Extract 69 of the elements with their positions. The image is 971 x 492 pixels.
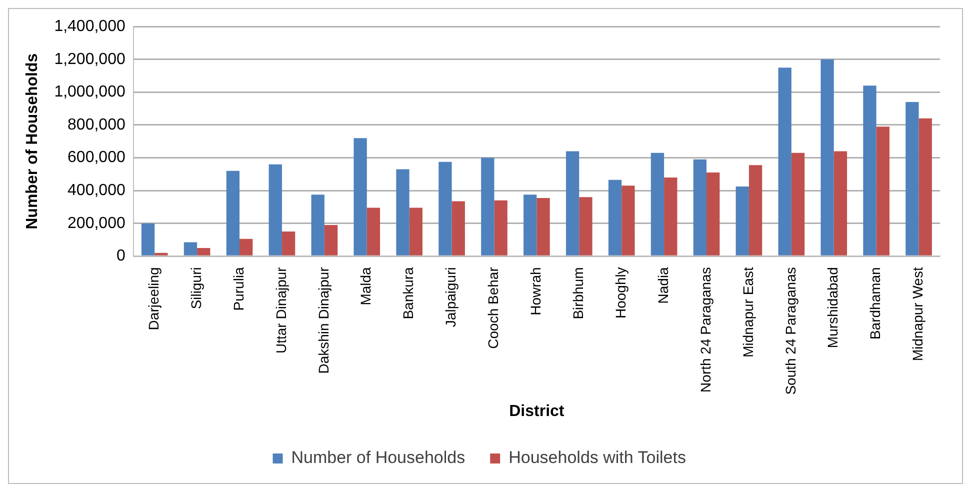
- bar: [536, 198, 550, 256]
- x-tick-label: Jalpaiguri: [442, 267, 459, 328]
- x-tick-label: Uttar Dinajpur: [272, 266, 289, 354]
- x-tick-label: Cooch Behar: [485, 266, 502, 349]
- x-tick-label: Midnapur West: [910, 267, 926, 362]
- bar: [791, 152, 805, 256]
- y-tick-label: 400,000: [68, 182, 126, 199]
- x-tick-label: Midnapur East: [740, 267, 756, 358]
- bar: [282, 232, 296, 256]
- bar: [311, 194, 324, 256]
- legend-label: Number of Households: [291, 448, 466, 468]
- bar: [876, 126, 890, 256]
- bar: [494, 200, 508, 256]
- bar: [736, 186, 749, 256]
- y-tick-label: 600,000: [68, 149, 126, 166]
- x-tick-label: Hooghly: [612, 267, 628, 319]
- x-tick-label: Siliguri: [188, 267, 204, 310]
- bar: [366, 208, 380, 256]
- x-tick-label: Malda: [358, 266, 374, 306]
- x-tick-label: Dakshin Dinajpur: [315, 266, 332, 374]
- bar: [226, 170, 240, 256]
- bar: [141, 223, 155, 256]
- x-tick-label: Bankura: [400, 266, 416, 320]
- x-tick-label: South 24 Paraganas: [782, 267, 798, 395]
- y-tick-label: 1,400,000: [54, 18, 126, 36]
- bar: [778, 68, 792, 256]
- bar: [268, 164, 282, 256]
- bar: [918, 118, 932, 256]
- bar: [184, 242, 198, 256]
- bar: [324, 224, 338, 256]
- bar: [579, 197, 592, 256]
- x-tick-label: Birbhum: [570, 267, 586, 320]
- bar: [409, 208, 422, 256]
- bar: [622, 186, 635, 256]
- bar: [240, 238, 253, 256]
- bar: [650, 152, 664, 256]
- bar: [664, 177, 678, 256]
- y-tick-label: 1,200,000: [54, 50, 126, 68]
- y-tick-label: 200,000: [68, 214, 126, 232]
- bar: [452, 201, 465, 256]
- x-tick-label: Howrah: [528, 267, 544, 316]
- bar: [396, 169, 410, 256]
- y-tick-label: 0: [116, 248, 126, 265]
- x-tick-label: Nadia: [654, 266, 671, 304]
- bar: [524, 194, 537, 256]
- x-tick-label: Bardhaman: [867, 267, 884, 340]
- x-tick-label: Darjeeling: [145, 267, 162, 330]
- bar: [154, 252, 168, 256]
- x-axis-title: District: [509, 402, 565, 420]
- bar: [481, 158, 494, 256]
- bar: [608, 180, 622, 256]
- bar: [834, 151, 848, 256]
- x-tick-label: North 24 Paraganas: [697, 267, 714, 392]
- y-tick-label: 800,000: [68, 116, 126, 134]
- bar: [706, 172, 720, 256]
- y-axis-title: Number of Households: [24, 53, 42, 230]
- x-tick-label: Murshidabad: [824, 267, 841, 348]
- bar: [197, 248, 210, 256]
- bar: [820, 59, 834, 256]
- bar: [438, 162, 452, 256]
- bar: [566, 151, 580, 256]
- bar: [693, 159, 707, 256]
- bar: [863, 86, 876, 256]
- bar: [906, 102, 919, 256]
- x-tick-label: Purulia: [230, 266, 246, 311]
- legend-label: Households with Toilets: [508, 448, 686, 468]
- y-tick-label: 1,000,000: [54, 84, 126, 101]
- bar: [354, 138, 367, 256]
- bar: [748, 165, 762, 256]
